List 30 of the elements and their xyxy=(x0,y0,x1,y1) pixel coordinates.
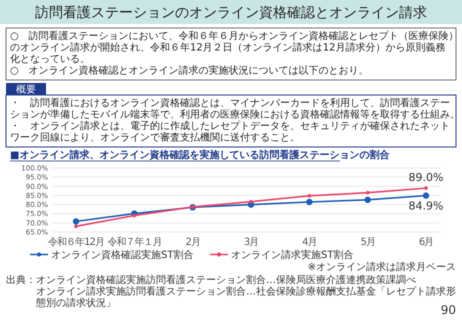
x-tick-label: 5月 xyxy=(360,237,375,248)
x-tick-label: 令和７年１月 xyxy=(107,236,162,248)
source-note: 出典：オンライン資格確認実施訪問看護ステーション割合…保険局医療介護連携政策課調べ xyxy=(6,274,416,286)
text: 概要 xyxy=(16,84,36,96)
data-label: 89.0% xyxy=(408,171,444,184)
point xyxy=(424,186,428,190)
point xyxy=(306,198,313,206)
x-tick-label: 6月 xyxy=(418,237,434,248)
x-tick-label: 令和６年12月 xyxy=(48,236,104,248)
x-tick-label: 4月 xyxy=(302,237,317,248)
text: ○ オンライン資格確認とオンライン請求の実施状況については以下のとおり。 xyxy=(10,64,369,76)
point xyxy=(74,224,78,228)
point xyxy=(366,190,370,194)
point xyxy=(132,214,136,218)
point xyxy=(308,194,312,198)
chart-title: 訪問看護ステーションのオンライン資格確認とオンライン請求 xyxy=(35,5,427,21)
text: ※オンライン請求は請求月ベース xyxy=(308,261,456,273)
legend-label: オンライン請求実施ST割合 xyxy=(231,249,354,261)
text: ・ オンライン請求とは、電子的に作成したレセプトデータを、セキュリティが確保されたネットワーク回線により、オンラインで審査支払機関に送付すること。 xyxy=(10,120,450,144)
point xyxy=(364,196,371,204)
point xyxy=(422,192,430,199)
x-tick-label: 2月 xyxy=(185,237,200,248)
text: ○ 訪問看護ステーションにおいて、令和６年６月からオンライン資格確認とレセプト（医療保険）のオンライン請求が開始され、令和６年12月２日（オンライン請求は12月請求分）から原則義務化となっている。 xyxy=(10,30,459,65)
data-label: 84.9% xyxy=(408,200,444,213)
x-tick-label: 3月 xyxy=(244,237,258,248)
point xyxy=(249,200,253,204)
point xyxy=(72,218,80,225)
chart-subtitle: ■オンライン請求、オンライン資格確認を実施している訪問看護ステーションの割合 xyxy=(10,149,390,161)
text: ・ 訪問看護におけるオンライン資格確認とは、マイナンバーカードを利用して、訪問看護ステーションが準備したモバイル端末等で、利用者の医療保険における資格確認情報等を取得する仕組み。 xyxy=(10,97,460,120)
legend-label: オンライン資格確認実施ST割合 xyxy=(51,249,194,261)
